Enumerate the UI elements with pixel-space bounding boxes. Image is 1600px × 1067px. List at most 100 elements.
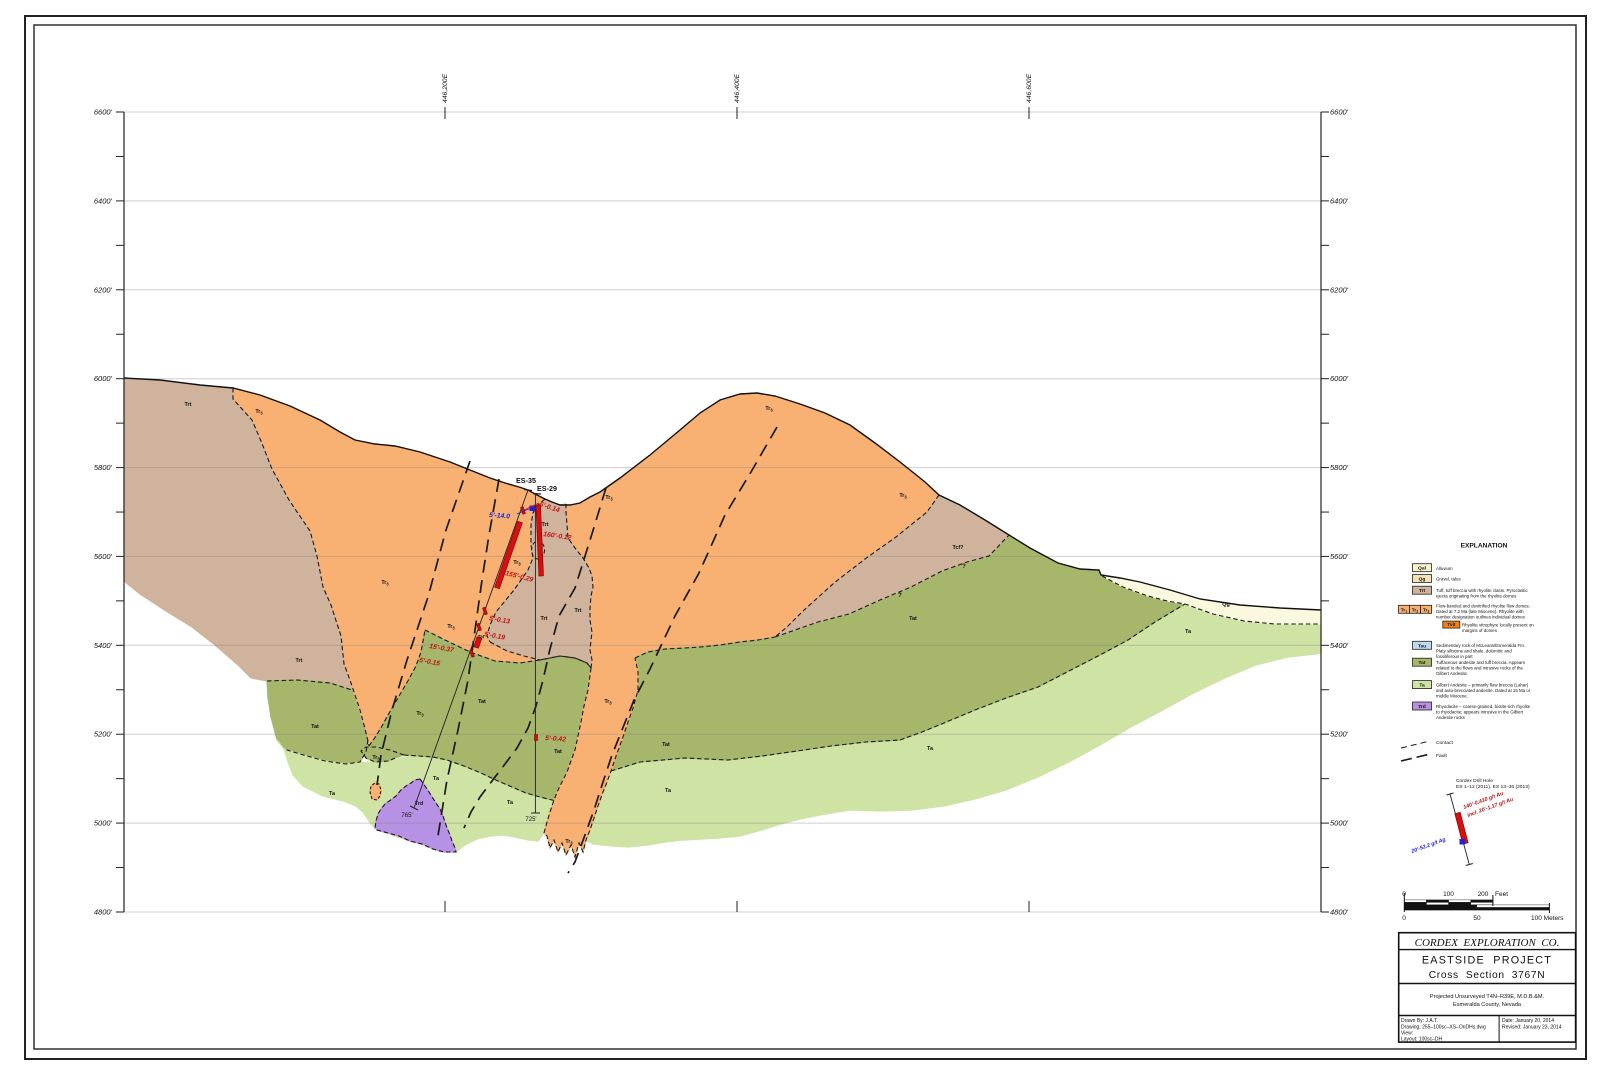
svg-text:Cordex Drill Hole: Cordex Drill Hole bbox=[1456, 778, 1493, 784]
svg-text:5000': 5000' bbox=[94, 819, 113, 828]
svg-text:Tuffaceous andesite and tuff b: Tuffaceous andesite and tuff breccia. Ap… bbox=[1436, 660, 1526, 665]
svg-text:5'-0.19: 5'-0.19 bbox=[484, 631, 506, 642]
svg-text:Drawing: 255–100sc–XS–OnDHs.dw: Drawing: 255–100sc–XS–OnDHs.dwg bbox=[1401, 1025, 1486, 1031]
svg-text:Drawn By: J.A.T.: Drawn By: J.A.T. bbox=[1401, 1018, 1438, 1024]
svg-text:Rhyolite vitrophyre locally pr: Rhyolite vitrophyre locally present on bbox=[1462, 622, 1534, 627]
svg-text:Tat: Tat bbox=[909, 616, 917, 622]
svg-text:Tr3: Tr3 bbox=[604, 699, 612, 705]
svg-text:ES-29: ES-29 bbox=[537, 484, 557, 493]
svg-text:Ta: Ta bbox=[433, 776, 440, 782]
svg-text:Cross Section 3767N: Cross Section 3767N bbox=[1429, 970, 1546, 981]
svg-text:Tat: Tat bbox=[478, 699, 486, 705]
svg-text:number designation outlines in: number designation outlines individual d… bbox=[1436, 614, 1526, 619]
svg-text:Gilbert Andesite – primarily f: Gilbert Andesite – primarily flow brecci… bbox=[1436, 682, 1529, 687]
svg-text:Tr3: Tr3 bbox=[416, 711, 424, 717]
svg-text:Tr3: Tr3 bbox=[899, 493, 907, 499]
svg-text:5'-0.13: 5'-0.13 bbox=[489, 615, 511, 626]
svg-text:6200': 6200' bbox=[1330, 285, 1349, 294]
svg-text:Tr3: Tr3 bbox=[1423, 607, 1429, 613]
svg-text:Flow-banded and devitrified rh: Flow-banded and devitrified rhyolite flo… bbox=[1436, 603, 1530, 608]
svg-text:Tat: Tat bbox=[478, 634, 485, 639]
svg-text:15'-0.37: 15'-0.37 bbox=[429, 643, 456, 654]
svg-text:margins of domes: margins of domes bbox=[1462, 628, 1498, 633]
svg-text:Tcf?: Tcf? bbox=[953, 545, 964, 551]
svg-text:ES-35: ES-35 bbox=[516, 476, 536, 485]
svg-text:5600': 5600' bbox=[1330, 552, 1349, 561]
svg-text:Contact: Contact bbox=[1436, 740, 1453, 746]
svg-text:6600': 6600' bbox=[94, 108, 113, 117]
svg-text:100: 100 bbox=[1443, 891, 1454, 898]
svg-text:5200': 5200' bbox=[94, 730, 113, 739]
svg-text:Layout: 100sc–DH: Layout: 100sc–DH bbox=[1401, 1037, 1443, 1043]
svg-text:Tr3: Tr3 bbox=[255, 409, 263, 415]
svg-text:Rhyodacite – coarse-grained, b: Rhyodacite – coarse-grained, biotite-ric… bbox=[1436, 704, 1531, 709]
svg-text:Ta: Ta bbox=[1419, 683, 1425, 689]
svg-text:4800': 4800' bbox=[1330, 908, 1349, 917]
svg-text:Tat: Tat bbox=[554, 749, 562, 755]
svg-text:446,200E: 446,200E bbox=[442, 73, 449, 103]
svg-text:200: 200 bbox=[1478, 891, 1489, 898]
svg-text:Ta: Ta bbox=[665, 788, 672, 794]
svg-text:6000': 6000' bbox=[1330, 374, 1349, 383]
svg-text:Tat: Tat bbox=[662, 742, 670, 748]
svg-text:EXPLANATION: EXPLANATION bbox=[1461, 543, 1508, 550]
svg-text:Date: January 20, 2014: Date: January 20, 2014 bbox=[1502, 1018, 1554, 1024]
svg-text:5400': 5400' bbox=[1330, 641, 1349, 650]
svg-text:Qg: Qg bbox=[1419, 577, 1426, 583]
svg-text:5200': 5200' bbox=[1330, 730, 1349, 739]
svg-text:Fault: Fault bbox=[1436, 753, 1448, 759]
svg-text:Dated at 7.2 Ma (late Miocene): Dated at 7.2 Ma (late Miocene). Rhyolite… bbox=[1436, 609, 1524, 614]
svg-text:View:: View: bbox=[1401, 1031, 1413, 1037]
svg-text:related to the flows and intru: related to the flows and intrusive rocks… bbox=[1436, 666, 1523, 671]
svg-text:6200': 6200' bbox=[94, 285, 113, 294]
svg-text:Qal: Qal bbox=[1418, 566, 1427, 572]
svg-text:Tat: Tat bbox=[1419, 660, 1426, 666]
svg-text:5'-0.15: 5'-0.15 bbox=[419, 657, 441, 668]
svg-text:Tr3: Tr3 bbox=[381, 580, 389, 586]
svg-text:Tr3: Tr3 bbox=[513, 560, 521, 566]
svg-text:Trt: Trt bbox=[185, 402, 192, 408]
svg-text:50: 50 bbox=[1473, 915, 1481, 922]
svg-text:middle Miocene.: middle Miocene. bbox=[1436, 693, 1468, 698]
svg-text:Andesite rocks: Andesite rocks bbox=[1436, 715, 1466, 720]
svg-text:?: ? bbox=[962, 564, 966, 570]
svg-text:Esmeralda County, Nevada: Esmeralda County, Nevada bbox=[1453, 1002, 1522, 1008]
svg-text:100 Meters: 100 Meters bbox=[1531, 915, 1564, 922]
svg-text:6400': 6400' bbox=[94, 196, 113, 205]
svg-text:725': 725' bbox=[525, 817, 536, 823]
svg-text:Trd: Trd bbox=[415, 801, 423, 807]
svg-text:Tr1: Tr1 bbox=[1401, 607, 1407, 613]
svg-text:5800': 5800' bbox=[1330, 463, 1349, 472]
svg-text:Trt: Trt bbox=[541, 616, 548, 622]
svg-text:and auto-brecciated andesite.: and auto-brecciated andesite. Dated at 1… bbox=[1436, 688, 1531, 693]
svg-text:765': 765' bbox=[401, 813, 412, 819]
svg-text:Ta: Ta bbox=[329, 791, 336, 797]
svg-text:Tr2: Tr2 bbox=[1412, 607, 1418, 613]
svg-text:ejecta originating from the rh: ejecta originating from the rhyolite dom… bbox=[1436, 594, 1517, 599]
svg-text:Qg: Qg bbox=[1222, 602, 1230, 608]
svg-text:EASTSIDE PROJECT: EASTSIDE PROJECT bbox=[1422, 955, 1552, 967]
svg-text:Projected Unsurveyed T4N–R39E: Projected Unsurveyed T4N–R39E, M.D.B.&M. bbox=[1430, 994, 1545, 1000]
svg-text:Trt: Trt bbox=[575, 608, 582, 614]
svg-text:Tvit: Tvit bbox=[1447, 622, 1456, 627]
svg-text:Tr3: Tr3 bbox=[372, 755, 380, 761]
svg-text:Gravel, talus: Gravel, talus bbox=[1436, 577, 1461, 582]
svg-text:5000': 5000' bbox=[1330, 819, 1349, 828]
svg-text:Ta: Ta bbox=[1185, 629, 1192, 635]
svg-text:0: 0 bbox=[1402, 915, 1406, 922]
svg-text:4800': 4800' bbox=[94, 908, 113, 917]
svg-text:Platy siltstone and shale, dol: Platy siltstone and shale, dolomitic and bbox=[1436, 649, 1512, 654]
svg-text:5800': 5800' bbox=[94, 463, 113, 472]
svg-text:Tr3: Tr3 bbox=[565, 839, 573, 845]
svg-text:CORDEX EXPLORATION CO.: CORDEX EXPLORATION CO. bbox=[1415, 937, 1560, 949]
svg-text:446,400E: 446,400E bbox=[734, 73, 741, 103]
svg-text:Trt: Trt bbox=[1419, 588, 1426, 594]
svg-text:Ta: Ta bbox=[927, 746, 934, 752]
svg-text:Tuff, tuff breccia with rhyoli: Tuff, tuff breccia with rhyolite clasts.… bbox=[1436, 588, 1528, 593]
svg-text:Tr3: Tr3 bbox=[447, 624, 455, 630]
svg-text:Tat: Tat bbox=[311, 724, 319, 730]
svg-text:Feet: Feet bbox=[1495, 891, 1508, 898]
svg-text:6000': 6000' bbox=[94, 374, 113, 383]
svg-text:Sedimentary rock of McLeans/Es: Sedimentary rock of McLeans/Esmeralda Fm… bbox=[1436, 643, 1525, 648]
svg-text:Gilbert Andesite.: Gilbert Andesite. bbox=[1436, 671, 1468, 676]
